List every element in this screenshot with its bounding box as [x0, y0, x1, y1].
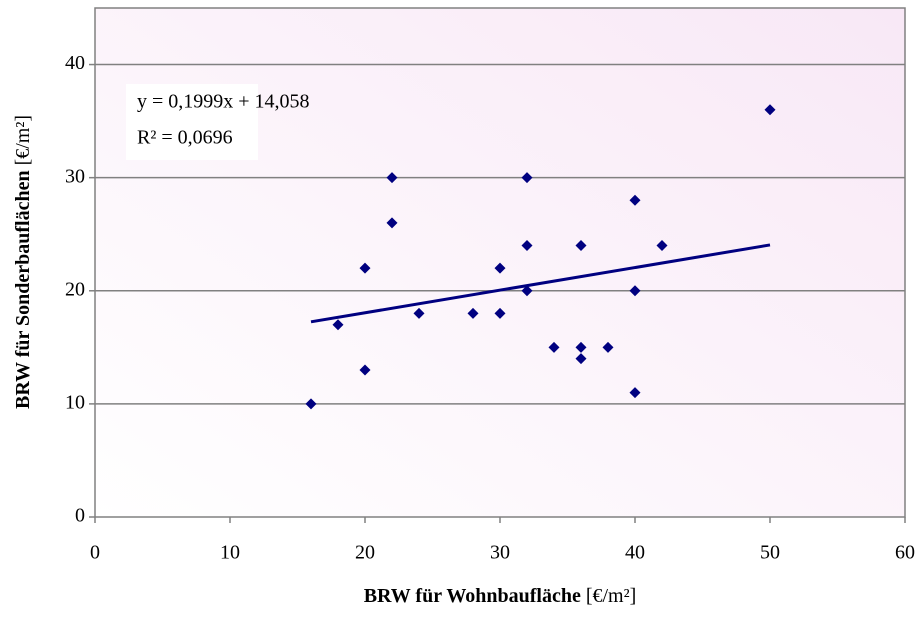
point: [575, 353, 587, 365]
point: [629, 285, 641, 297]
point: [521, 285, 533, 297]
point: [548, 341, 560, 353]
x-tick-label: 50: [760, 542, 780, 564]
point: [764, 104, 776, 116]
point: [413, 307, 425, 319]
point: [521, 240, 533, 252]
point: [521, 172, 533, 184]
y-tick-label: 40: [65, 52, 85, 74]
point: [629, 194, 641, 206]
y-tick-label: 0: [75, 505, 85, 527]
x-tick-label: 30: [490, 542, 510, 564]
trendline: [310, 243, 771, 324]
point: [656, 240, 668, 252]
point: [467, 307, 479, 319]
x-tick-label: 0: [90, 542, 100, 564]
trend-equation: y = 0,1999x + 14,058: [137, 91, 310, 113]
point: [575, 240, 587, 252]
y-axis-title: BRW für Sonderbauflächen [€/m²]: [12, 115, 34, 409]
x-tick-label: 10: [220, 542, 240, 564]
point: [494, 307, 506, 319]
y-tick-label: 20: [65, 278, 85, 300]
point: [386, 217, 398, 229]
point: [575, 341, 587, 353]
x-axis-label: BRW für Wohnbaufläche: [364, 585, 581, 607]
y-axis-unit: [€/m²]: [12, 115, 34, 165]
point: [494, 262, 506, 274]
x-tick-label: 60: [895, 542, 915, 564]
point: [305, 398, 317, 410]
x-tick-label: 20: [355, 542, 375, 564]
x-axis-unit: [€/m²]: [586, 585, 636, 607]
point: [359, 364, 371, 376]
trend-r2: R² = 0,0696: [137, 127, 233, 149]
point: [602, 341, 614, 353]
y-tick-label: 10: [65, 391, 85, 413]
point: [386, 172, 398, 184]
point: [332, 319, 344, 331]
point: [359, 262, 371, 274]
y-axis-label: BRW für Sonderbauflächen: [12, 170, 34, 409]
point: [629, 387, 641, 399]
y-tick-label: 30: [65, 165, 85, 187]
x-axis-title: BRW für Wohnbaufläche [€/m²]: [364, 585, 637, 607]
equation-box: [126, 84, 258, 160]
x-tick-label: 40: [625, 542, 645, 564]
